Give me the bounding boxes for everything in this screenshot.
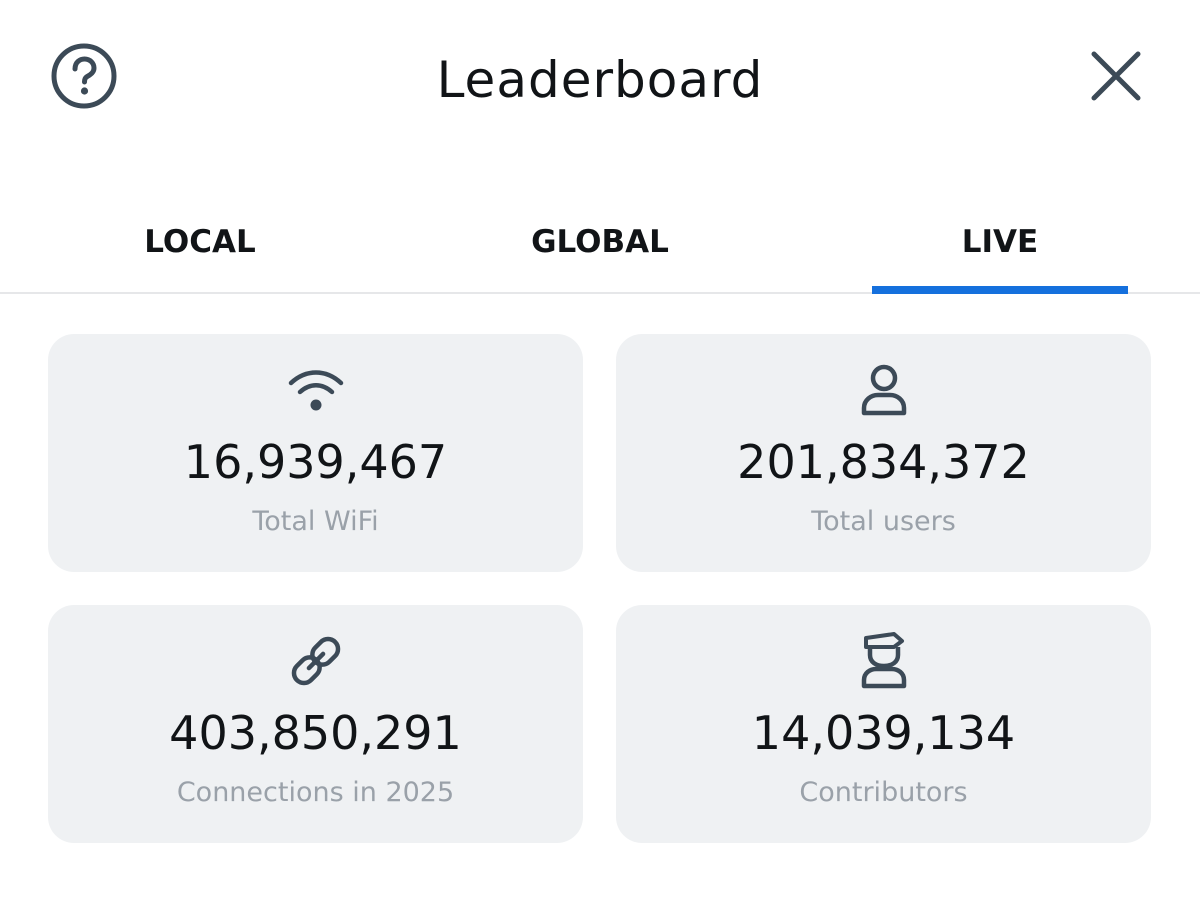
tab-live[interactable]: LIVE bbox=[800, 190, 1200, 292]
help-circle-icon bbox=[51, 43, 117, 109]
tab-global[interactable]: GLOBAL bbox=[400, 190, 800, 292]
stat-card-contributors: 14,039,134 Contributors bbox=[616, 605, 1151, 843]
stat-value: 403,850,291 bbox=[169, 706, 462, 760]
stat-card-connections: 403,850,291 Connections in 2025 bbox=[48, 605, 583, 843]
stat-card-total-users: 201,834,372 Total users bbox=[616, 334, 1151, 572]
tab-label: GLOBAL bbox=[531, 224, 669, 260]
active-tab-indicator bbox=[872, 286, 1128, 294]
header: Leaderboard bbox=[0, 0, 1200, 160]
link-icon bbox=[286, 631, 346, 691]
wifi-icon bbox=[286, 360, 346, 420]
stat-value: 201,834,372 bbox=[737, 435, 1030, 489]
stat-value: 14,039,134 bbox=[751, 706, 1016, 760]
stat-label: Connections in 2025 bbox=[176, 777, 455, 808]
close-button[interactable] bbox=[1088, 48, 1144, 104]
stat-label: Total users bbox=[811, 506, 956, 537]
contributor-icon bbox=[854, 631, 914, 691]
tab-local[interactable]: LOCAL bbox=[0, 190, 400, 292]
stat-label: Total WiFi bbox=[252, 506, 379, 537]
tab-label: LOCAL bbox=[144, 224, 256, 260]
stat-value: 16,939,467 bbox=[183, 435, 448, 489]
stat-label: Contributors bbox=[799, 777, 968, 808]
page-title: Leaderboard bbox=[436, 51, 764, 109]
tab-label: LIVE bbox=[961, 224, 1039, 260]
close-icon bbox=[1091, 51, 1141, 101]
help-button[interactable] bbox=[50, 42, 118, 110]
tab-bar: LOCAL GLOBAL LIVE bbox=[0, 190, 1200, 294]
stat-card-total-wifi: 16,939,467 Total WiFi bbox=[48, 334, 583, 572]
user-icon bbox=[854, 360, 914, 420]
